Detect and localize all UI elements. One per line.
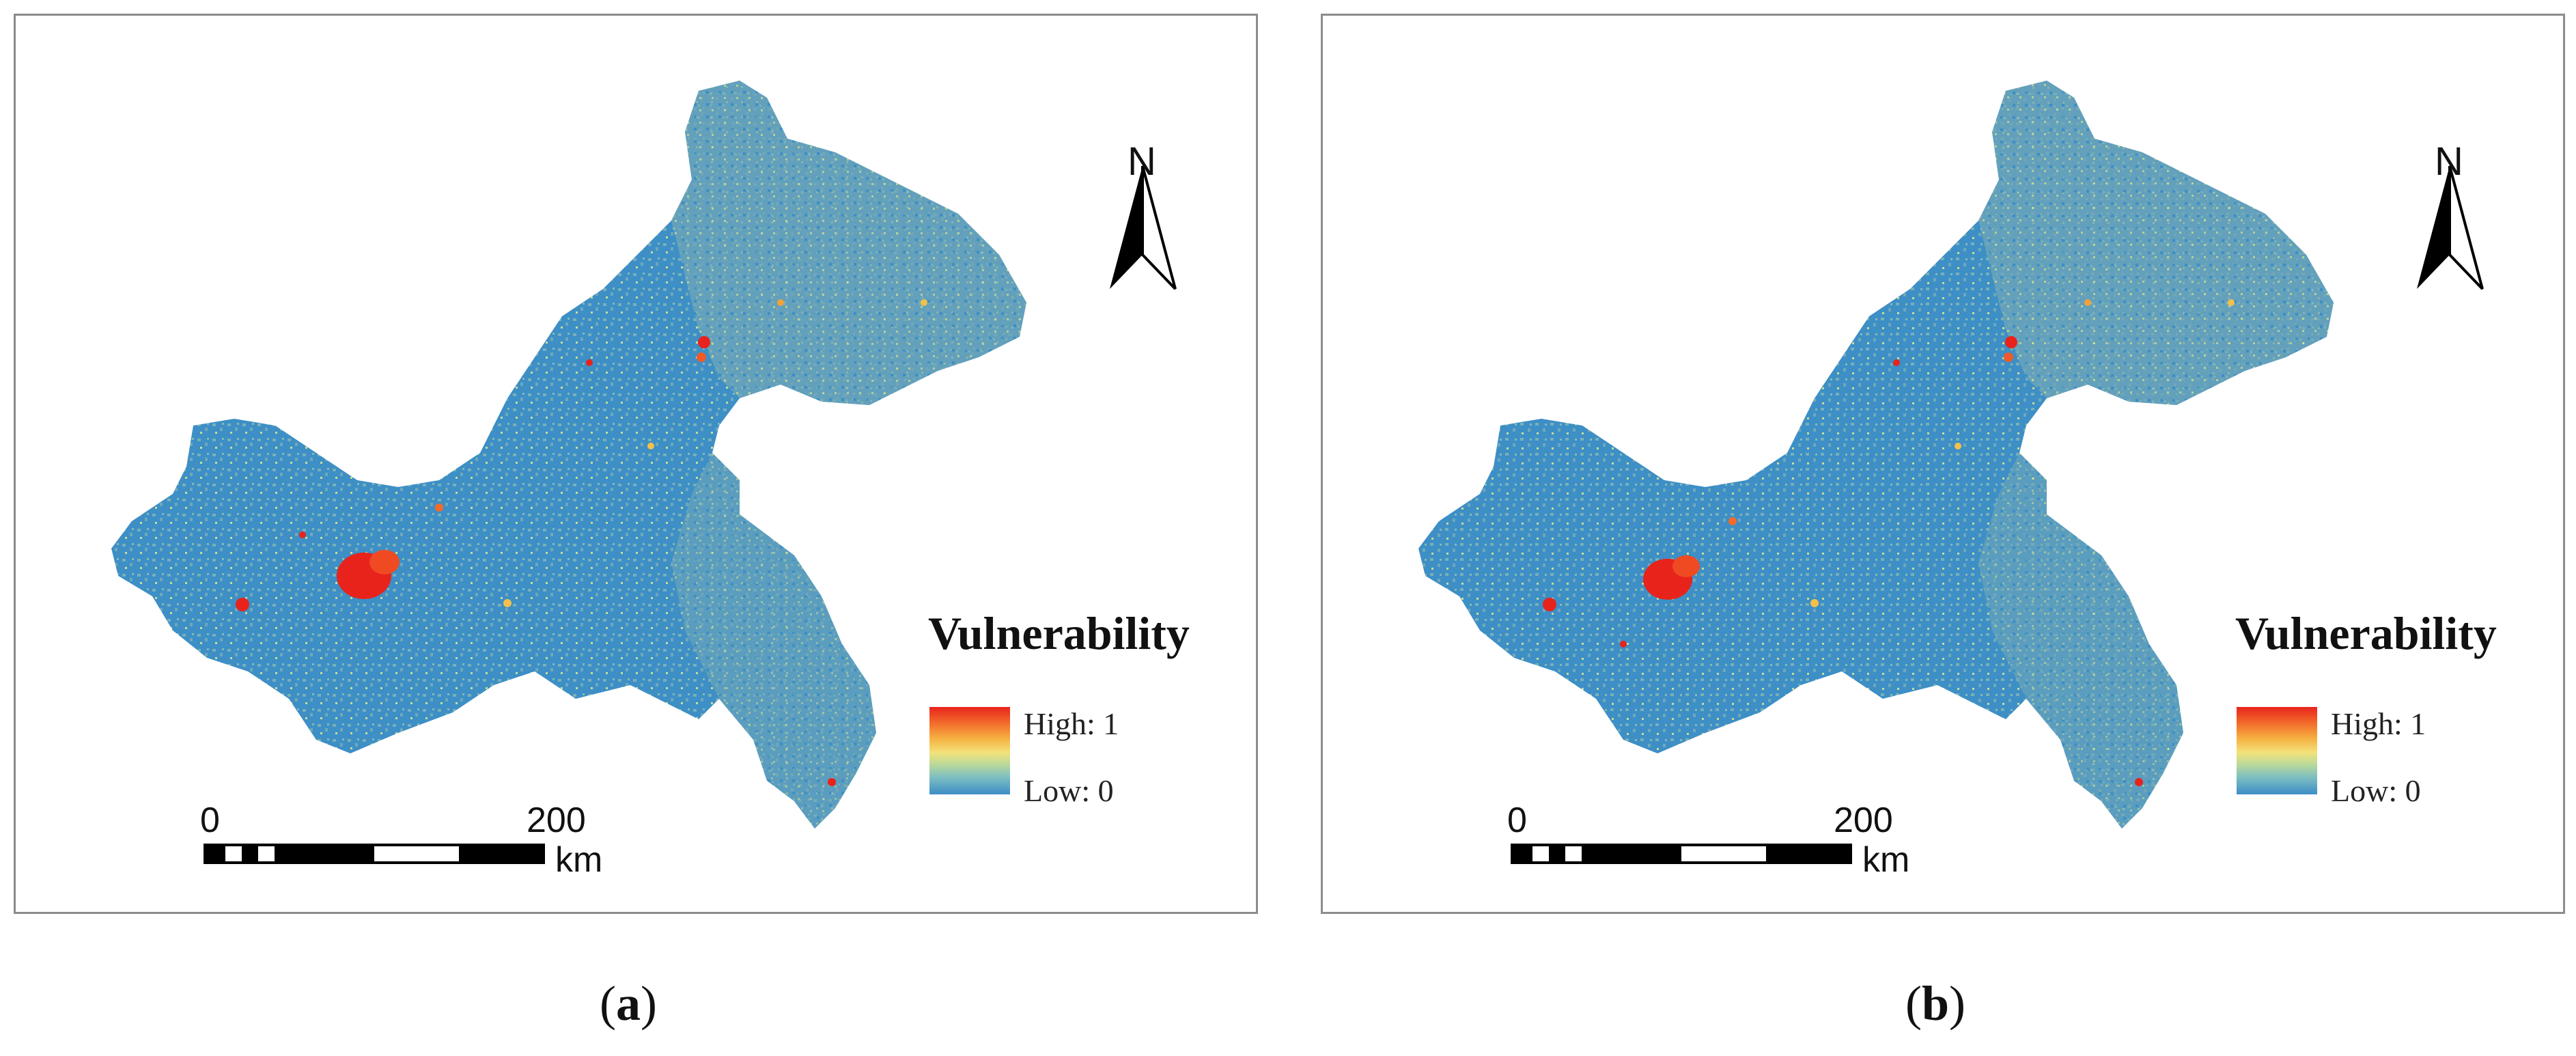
scale-zero-a: 0 xyxy=(200,801,220,840)
legend-low-label-b: Low: 0 xyxy=(2331,773,2421,808)
urban-hotspots xyxy=(1543,299,2235,786)
legend-title-a: Vulnerability xyxy=(928,607,1190,659)
caption-a-open: ( xyxy=(600,976,616,1031)
caption-b-letter: b xyxy=(1921,976,1950,1031)
caption-b-close: ) xyxy=(1949,976,1966,1031)
caption-a-letter: a xyxy=(615,976,641,1031)
scale-unit-b: km xyxy=(1862,840,1910,880)
vulnerability-map-a xyxy=(111,81,1177,864)
map-panel-a: N Vulnerability High: 1 Low: 0 0 200 km xyxy=(14,14,1258,914)
caption-b: (b) xyxy=(1905,975,1965,1032)
vulnerability-map-b xyxy=(1418,81,2484,864)
caption-a: (a) xyxy=(600,975,657,1032)
caption-b-open: ( xyxy=(1905,976,1922,1031)
legend-high-label-b: High: 1 xyxy=(2331,706,2426,741)
north-arrow-b xyxy=(2417,165,2484,290)
urban-hotspots xyxy=(236,299,927,786)
north-label-b: N xyxy=(2435,139,2463,184)
region-southeast-greener xyxy=(671,453,876,829)
region-southeast-greener xyxy=(1978,453,2183,829)
scale-unit-a: km xyxy=(555,840,603,880)
legend-high-label-a: High: 1 xyxy=(1024,706,1119,741)
legend-color-ramp-b xyxy=(2237,707,2317,794)
scale-mid-b: 200 xyxy=(1834,801,1893,840)
scale-zero-b: 0 xyxy=(1507,801,1527,840)
legend-low-label-a: Low: 0 xyxy=(1024,773,1114,808)
map-panel-b: N Vulnerability High: 1 Low: 0 0 200 km xyxy=(1321,14,2565,914)
region-northeast-greener xyxy=(671,81,1026,405)
scale-mid-a: 200 xyxy=(527,801,586,840)
legend-color-ramp-a xyxy=(929,707,1010,794)
region-northeast-greener xyxy=(1978,81,2334,405)
north-label-a: N xyxy=(1128,139,1156,184)
caption-a-close: ) xyxy=(640,976,657,1031)
scale-bar-a xyxy=(204,844,545,864)
legend-title-b: Vulnerability xyxy=(2235,607,2497,659)
scale-bar-b xyxy=(1511,844,1852,864)
north-arrow-a xyxy=(1110,165,1177,290)
